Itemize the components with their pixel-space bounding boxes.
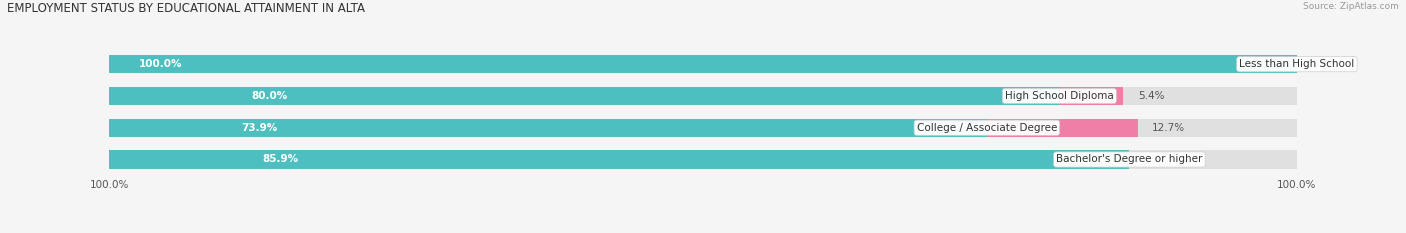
Text: Bachelor's Degree or higher: Bachelor's Degree or higher [1056,154,1202,164]
Text: 0.0%: 0.0% [1143,154,1170,164]
Text: 0.0%: 0.0% [1312,59,1337,69]
Text: High School Diploma: High School Diploma [1005,91,1114,101]
Bar [110,55,1296,73]
Bar [110,119,1296,137]
Bar [110,150,1129,169]
Text: Source: ZipAtlas.com: Source: ZipAtlas.com [1303,2,1399,11]
Text: 100.0%: 100.0% [90,180,129,190]
Text: 100.0%: 100.0% [1277,180,1316,190]
Bar [110,87,1296,105]
Bar [110,55,1296,73]
Text: 100.0%: 100.0% [139,59,183,69]
Text: 73.9%: 73.9% [240,123,277,133]
Bar [110,150,1296,169]
Bar [110,87,1059,105]
Text: 85.9%: 85.9% [262,154,298,164]
Bar [987,119,1137,137]
Bar [1059,87,1123,105]
Text: College / Associate Degree: College / Associate Degree [917,123,1057,133]
Text: EMPLOYMENT STATUS BY EDUCATIONAL ATTAINMENT IN ALTA: EMPLOYMENT STATUS BY EDUCATIONAL ATTAINM… [7,2,366,15]
Text: 80.0%: 80.0% [252,91,288,101]
Legend: In Labor Force, Unemployed: In Labor Force, Unemployed [609,231,797,233]
Text: 5.4%: 5.4% [1137,91,1164,101]
Text: 12.7%: 12.7% [1152,123,1185,133]
Bar [110,119,987,137]
Text: Less than High School: Less than High School [1239,59,1354,69]
